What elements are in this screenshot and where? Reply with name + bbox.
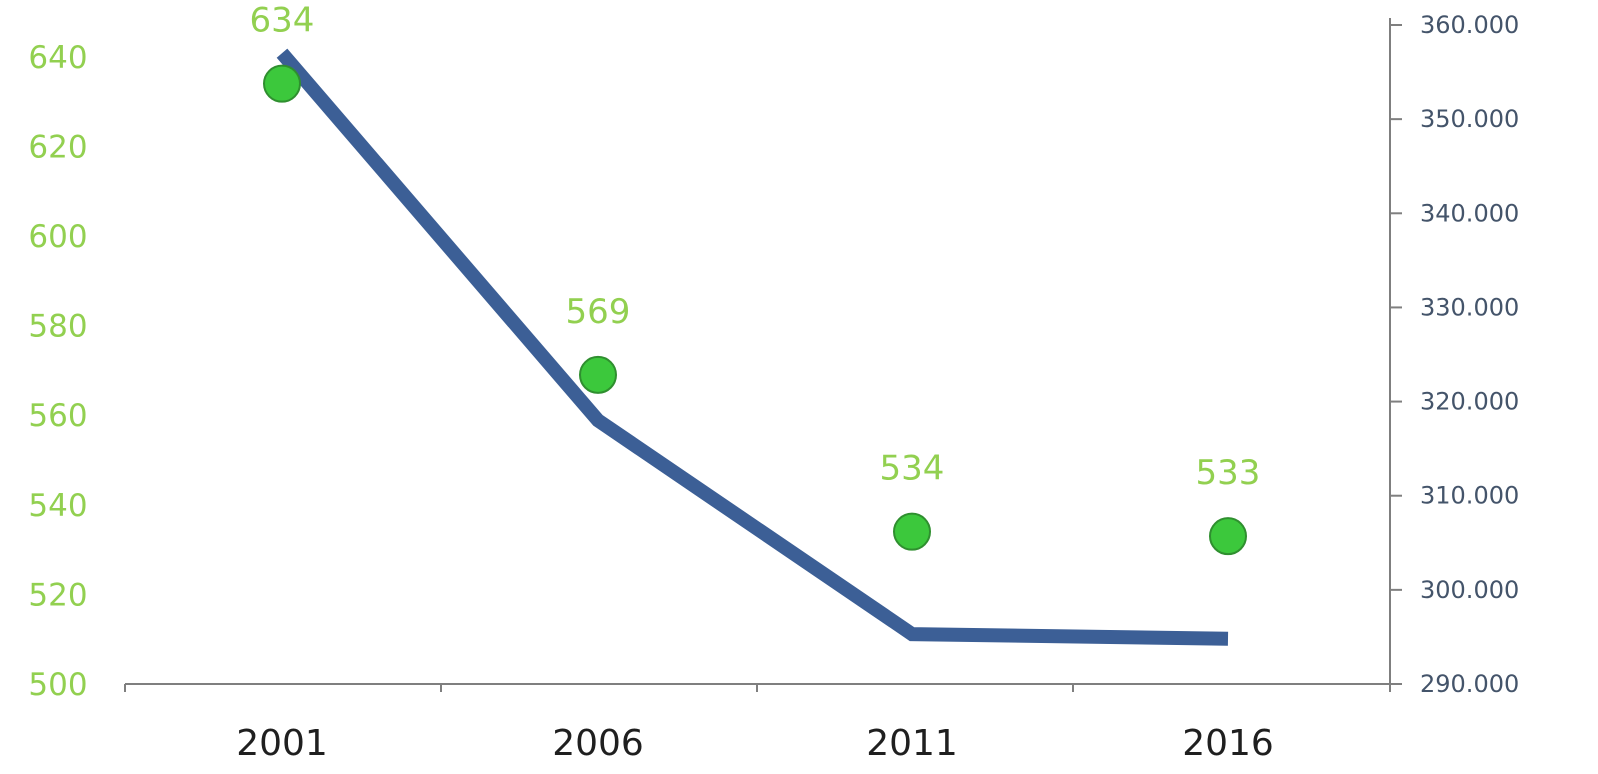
right-tick-label-340.000: 340.000 [1420,199,1519,227]
scatter-point-2001 [263,64,301,103]
right-tick-label-290.000: 290.000 [1420,670,1519,698]
line-series-layer [276,48,1229,646]
left-tick-label-580: 580 [28,309,87,345]
scatter-point-2006 [579,355,617,394]
data-label-2016: 533 [1196,453,1261,493]
right-tick-label-350.000: 350.000 [1420,105,1519,133]
left-tick-label-620: 620 [28,129,87,165]
data-labels-layer: 634 569 534 533 [250,1,1261,493]
data-label-2011: 534 [880,449,945,489]
x-tick-label-2001: 2001 [236,723,328,764]
right-tick-label-310.000: 310.000 [1420,482,1519,510]
scatter-series-layer [263,64,1247,556]
left-tick-label-500: 500 [28,667,87,703]
left-tick-label-640: 640 [28,40,87,76]
data-label-2001: 634 [250,1,315,41]
line-series [276,48,1229,646]
x-tick-label-2011: 2011 [866,723,958,764]
right-tick-label-320.000: 320.000 [1420,388,1519,416]
data-label-2006: 569 [566,292,631,332]
right-tick-label-300.000: 300.000 [1420,576,1519,604]
x-tick-label-2006: 2006 [552,723,644,764]
left-tick-label-540: 540 [28,488,87,524]
left-axis-ticks: 500 520 540 560 580 600 620 640 [28,40,87,703]
right-axis-ticks: 290.000 300.000 310.000 320.000 330.000 340.0… [1390,11,1519,698]
right-tick-label-360.000: 360.000 [1420,11,1519,39]
axes-layer [125,18,1391,685]
right-tick-label-330.000: 330.000 [1420,293,1519,321]
left-tick-label-600: 600 [28,219,87,255]
left-tick-label-520: 520 [28,577,87,613]
x-tick-label-2016: 2016 [1182,723,1274,764]
left-tick-label-560: 560 [28,398,87,434]
x-axis-ticks: 2001 2006 2011 2016 [124,684,1391,764]
scatter-point-2016 [1209,517,1247,556]
scatter-point-2011 [893,512,931,551]
